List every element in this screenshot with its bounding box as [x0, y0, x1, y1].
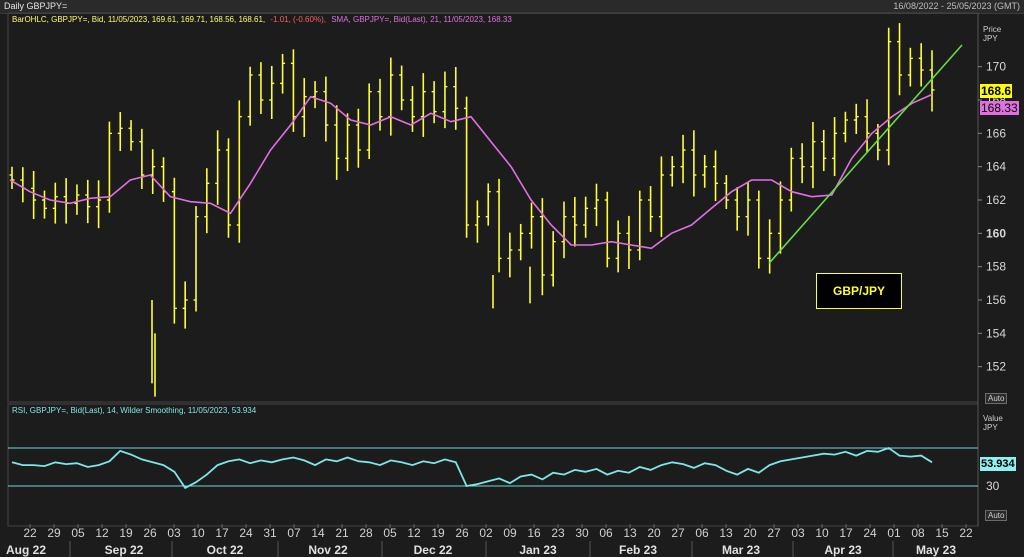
x-tick-label: 31: [263, 526, 277, 540]
trend-line: [768, 44, 963, 264]
y-tick-label: 154: [986, 326, 1006, 340]
rsi-value-tag: 53.934: [980, 457, 1016, 471]
rsi-panel-frame: [7, 403, 979, 527]
y-tick-label: 152: [986, 360, 1006, 374]
x-tick-label: 26: [143, 526, 157, 540]
main-panel-frame: [7, 12, 979, 403]
y-tick-label: 156: [986, 293, 1006, 307]
x-tick-label: 30: [575, 526, 589, 540]
rsi-axis-title-1: Value: [983, 414, 1003, 423]
x-month-label: Dec 22: [414, 543, 453, 557]
gbp-jpy-annotation: GBP/JPY: [816, 273, 902, 309]
rsi-legend: RSI, GBPJPY=, Bid(Last), 14, Wilder Smoo…: [12, 406, 257, 415]
x-tick-label: 17: [215, 526, 229, 540]
x-tick-label: 06: [695, 526, 709, 540]
x-tick-label: 07: [287, 526, 301, 540]
x-tick-label: 19: [119, 526, 133, 540]
x-tick-label: 14: [311, 526, 325, 540]
date-range: 16/08/2022 - 25/05/2023 (GMT): [893, 1, 1020, 11]
x-tick-label: 05: [71, 526, 85, 540]
bar-legend: BarOHLC, GBPJPY=, Bid, 11/05/2023, 169.6…: [12, 15, 266, 24]
x-tick-label: 26: [455, 526, 469, 540]
price-axis-title-1: Price: [983, 25, 1002, 34]
x-tick-label: 23: [551, 526, 565, 540]
x-tick-label: 03: [167, 526, 181, 540]
rsi-axis-title-2: JPY: [983, 423, 998, 432]
price-axis-title: Price JPY: [983, 25, 1001, 43]
x-tick-label: 27: [671, 526, 685, 540]
x-tick-label: 22: [959, 526, 973, 540]
x-tick-label: 05: [383, 526, 397, 540]
x-tick-label: 20: [647, 526, 661, 540]
x-tick-label: 20: [743, 526, 757, 540]
price-axis-title-2: JPY: [983, 34, 998, 43]
x-tick-label: 29: [47, 526, 61, 540]
x-month-label: Nov 22: [308, 543, 348, 557]
window-title: Daily GBPJPY=: [4, 1, 68, 11]
x-tick-label: 08: [911, 526, 925, 540]
x-tick-label: 13: [623, 526, 637, 540]
x-month-label: May 23: [916, 543, 956, 557]
x-tick-label: 10: [191, 526, 205, 540]
rsi-line: [11, 446, 933, 490]
x-tick-label: 01: [887, 526, 901, 540]
x-tick-label: 16: [527, 526, 541, 540]
x-month-label: Sep 22: [105, 543, 144, 557]
x-tick-label: 03: [791, 526, 805, 540]
y-tick-label: 160: [986, 226, 1006, 240]
rsi-axis-title: Value JPY: [983, 414, 1003, 432]
x-tick-label: 02: [479, 526, 493, 540]
x-tick-label: 12: [95, 526, 109, 540]
x-month-label: Apr 23: [824, 543, 862, 557]
rsi-tick-label: 30: [986, 479, 1000, 493]
x-tick-label: 10: [815, 526, 829, 540]
x-tick-label: 17: [839, 526, 853, 540]
x-tick-label: 19: [431, 526, 445, 540]
last-price-tag: 168.6: [980, 84, 1013, 98]
sma-legend: SMA, GBPJPY=, Bid(Last), 21, 11/05/2023,…: [331, 15, 512, 24]
rsi-auto-button[interactable]: Auto: [985, 510, 1008, 521]
x-month-label: Jan 23: [519, 543, 557, 557]
y-tick-label: 166: [986, 126, 1006, 140]
x-month-label: Feb 23: [619, 543, 657, 557]
bar-change: -1.01, (-0.60%),: [270, 15, 326, 24]
x-tick-label: 12: [407, 526, 421, 540]
x-tick-label: 09: [503, 526, 517, 540]
x-tick-label: 13: [719, 526, 733, 540]
x-month-label: Mar 23: [722, 543, 760, 557]
sma-price-tag: 168.33: [980, 101, 1019, 115]
main-legend: BarOHLC, GBPJPY=, Bid, 11/05/2023, 169.6…: [12, 15, 515, 24]
x-tick-label: 24: [863, 526, 877, 540]
x-tick-label: 28: [359, 526, 373, 540]
y-tick-label: 170: [986, 60, 1006, 74]
x-tick-label: 21: [335, 526, 349, 540]
x-tick-label: 22: [23, 526, 37, 540]
y-tick-label: 158: [986, 260, 1006, 274]
x-tick-label: 06: [599, 526, 613, 540]
x-tick-label: 27: [767, 526, 781, 540]
x-month-label: Aug 22: [6, 543, 46, 557]
x-tick-label: 15: [935, 526, 949, 540]
x-month-label: Oct 22: [207, 543, 244, 557]
sma-line: [9, 93, 933, 250]
x-tick-label: 24: [239, 526, 253, 540]
y-tick-label: 162: [986, 193, 1006, 207]
y-tick-label: 164: [986, 160, 1006, 174]
price-auto-button[interactable]: Auto: [985, 393, 1008, 404]
